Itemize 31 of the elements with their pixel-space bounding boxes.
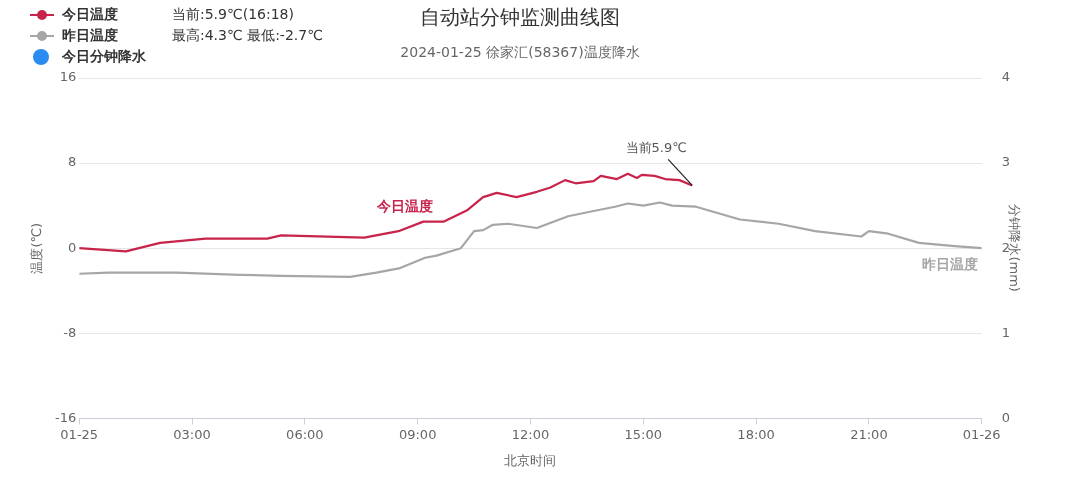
x-tick-label: 12:00: [511, 426, 550, 442]
legend-label: 今日温度: [62, 5, 119, 24]
x-tick-label: 09:00: [398, 426, 437, 442]
legend-label: 昨日温度: [62, 26, 119, 45]
x-tick-label: 15:00: [624, 426, 663, 442]
text: 昨日温度: [921, 255, 978, 272]
x-tick-label: 21:00: [850, 426, 888, 442]
y-tick-label: 16: [59, 69, 77, 85]
annotation: 当前5.9℃: [625, 140, 687, 156]
x-tick-label: 06:00: [286, 426, 324, 442]
x-tick-label: 18:00: [737, 426, 775, 442]
chart-title: 自动站分钟监测曲线图: [420, 5, 620, 29]
y2-tick-label: 3: [1001, 154, 1011, 170]
y2-axis-title: 分钟降水(mm): [1007, 204, 1023, 292]
x-tick-label: 03:00: [173, 426, 211, 442]
y-tick-label: 0: [67, 239, 77, 255]
legend-label: 今日分钟降水: [62, 47, 147, 66]
y2-tick-label: 4: [1001, 69, 1011, 85]
x-tick-label: 01-25: [60, 426, 99, 442]
text: 最高:4.3℃ 最低:-2.7℃: [172, 26, 323, 45]
x-tick-label: 01-26: [962, 426, 1001, 442]
text: 今日温度: [377, 197, 434, 214]
y-tick-label: 8: [67, 154, 77, 170]
y2-tick-label: 1: [1001, 324, 1011, 340]
x-axis-title: 北京时间: [504, 452, 557, 468]
y-axis-title: 温度(℃): [29, 222, 45, 274]
chart-subtitle: 2024-01-25 徐家汇(58367)温度降水: [400, 44, 640, 60]
y2-tick-label: 0: [1001, 409, 1011, 425]
y-tick-label: -16: [55, 409, 77, 425]
text: 当前:5.9℃(16:18): [172, 5, 294, 24]
y-tick-label: -8: [63, 324, 77, 340]
